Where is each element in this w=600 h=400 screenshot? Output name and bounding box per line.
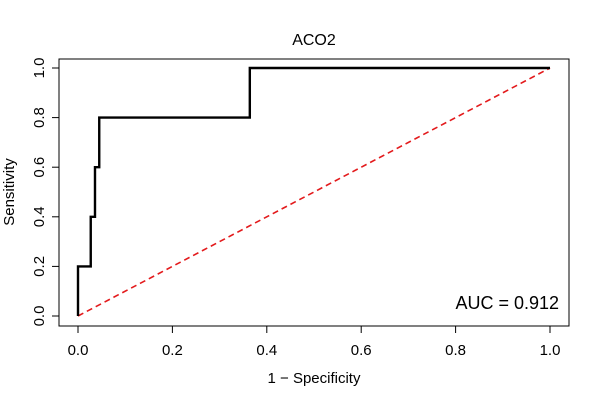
y-tick-label: 0.4 xyxy=(31,206,48,227)
x-tick-label: 0.8 xyxy=(445,342,466,359)
auc-annotation: AUC = 0.912 xyxy=(455,293,559,313)
series-layer xyxy=(76,66,551,317)
x-tick-label: 0.6 xyxy=(351,342,372,359)
y-tick-label: 0.2 xyxy=(31,256,48,277)
x-axis-label: 1 − Specificity xyxy=(268,370,361,387)
y-tick-label: 0.8 xyxy=(31,107,48,128)
roc-curve-line xyxy=(76,66,550,316)
y-axis: 0.0 0.2 0.4 0.6 0.8 1.0 xyxy=(31,58,60,327)
chart-title: ACO2 xyxy=(292,32,336,49)
reference-diagonal-line xyxy=(77,67,551,317)
x-tick-label: 0.0 xyxy=(68,342,89,359)
y-tick-label: 0.0 xyxy=(31,306,48,327)
x-tick-label: 0.2 xyxy=(162,342,183,359)
y-tick-label: 0.6 xyxy=(31,157,48,178)
x-tick-label: 0.4 xyxy=(256,342,277,359)
y-axis-label: Sensitivity xyxy=(1,158,18,226)
y-tick-label: 1.0 xyxy=(31,58,48,79)
x-tick-label: 1.0 xyxy=(540,342,561,359)
x-axis: 0.0 0.2 0.4 0.6 0.8 1.0 xyxy=(68,325,561,359)
